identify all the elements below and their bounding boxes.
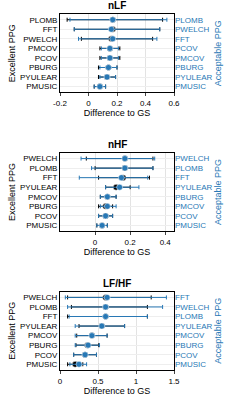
svg-text:PLOMB: PLOMB bbox=[175, 16, 203, 25]
svg-text:PWELCH: PWELCH bbox=[175, 25, 209, 34]
svg-text:Acceptable PPG: Acceptable PPG bbox=[213, 159, 223, 225]
svg-text:PCOV: PCOV bbox=[35, 54, 58, 63]
svg-text:PMUSIC: PMUSIC bbox=[175, 82, 206, 91]
svg-text:nLF: nLF bbox=[108, 0, 126, 11]
svg-text:PMUSIC: PMUSIC bbox=[175, 221, 206, 230]
svg-text:PCOV: PCOV bbox=[175, 44, 198, 53]
svg-text:PCOV: PCOV bbox=[175, 212, 198, 221]
svg-text:0.4: 0.4 bbox=[160, 238, 172, 247]
svg-text:Excellent PPG: Excellent PPG bbox=[7, 24, 17, 82]
svg-text:PYULEAR: PYULEAR bbox=[20, 73, 58, 82]
svg-text:PYULEAR: PYULEAR bbox=[175, 322, 213, 331]
svg-text:0.2: 0.2 bbox=[125, 238, 137, 247]
svg-text:-0.2: -0.2 bbox=[53, 99, 67, 108]
svg-text:PBURG: PBURG bbox=[29, 341, 57, 350]
svg-text:0.4: 0.4 bbox=[140, 99, 152, 108]
svg-text:PMCOV: PMCOV bbox=[28, 44, 58, 53]
svg-text:PBURG: PBURG bbox=[29, 63, 57, 72]
svg-text:PBURG: PBURG bbox=[29, 202, 57, 211]
svg-text:PCOV: PCOV bbox=[175, 351, 198, 360]
svg-text:1.5: 1.5 bbox=[168, 377, 180, 386]
svg-text:PLOMB: PLOMB bbox=[29, 16, 57, 25]
svg-text:PMCOV: PMCOV bbox=[175, 202, 205, 211]
svg-text:PWELCH: PWELCH bbox=[23, 35, 57, 44]
svg-text:nHF: nHF bbox=[108, 139, 127, 150]
svg-text:PBURG: PBURG bbox=[175, 193, 203, 202]
svg-text:PCOV: PCOV bbox=[35, 351, 58, 360]
svg-text:PMUSIC: PMUSIC bbox=[175, 360, 206, 369]
svg-text:Difference to GS: Difference to GS bbox=[84, 386, 150, 396]
svg-text:FFT: FFT bbox=[175, 293, 190, 302]
svg-text:Excellent PPG: Excellent PPG bbox=[7, 302, 17, 360]
svg-text:PLOMB: PLOMB bbox=[175, 312, 203, 321]
svg-text:PBURG: PBURG bbox=[175, 63, 203, 72]
svg-text:FFT: FFT bbox=[175, 173, 190, 182]
svg-text:Acceptable PPG: Acceptable PPG bbox=[213, 298, 223, 364]
svg-text:PMCOV: PMCOV bbox=[175, 54, 205, 63]
svg-text:LF/HF: LF/HF bbox=[103, 278, 131, 289]
svg-text:PLOMB: PLOMB bbox=[175, 164, 203, 173]
svg-text:Acceptable PPG: Acceptable PPG bbox=[213, 20, 223, 86]
svg-text:PMUSIC: PMUSIC bbox=[26, 221, 57, 230]
svg-text:PMUSIC: PMUSIC bbox=[26, 82, 57, 91]
svg-text:FFT: FFT bbox=[175, 35, 190, 44]
svg-text:1: 1 bbox=[134, 377, 139, 386]
svg-text:PLOMB: PLOMB bbox=[29, 303, 57, 312]
svg-text:PMCOV: PMCOV bbox=[28, 331, 58, 340]
svg-text:Difference to GS: Difference to GS bbox=[84, 108, 150, 118]
svg-text:0: 0 bbox=[93, 238, 98, 247]
svg-text:FFT: FFT bbox=[43, 173, 58, 182]
svg-text:PWELCH: PWELCH bbox=[23, 293, 57, 302]
svg-text:FFT: FFT bbox=[43, 312, 58, 321]
svg-text:0.6: 0.6 bbox=[168, 99, 180, 108]
svg-text:0.2: 0.2 bbox=[111, 99, 123, 108]
svg-text:PYULEAR: PYULEAR bbox=[175, 73, 213, 82]
svg-text:PLOMB: PLOMB bbox=[29, 164, 57, 173]
svg-text:PMUSIC: PMUSIC bbox=[26, 360, 57, 369]
svg-text:PWELCH: PWELCH bbox=[175, 303, 209, 312]
svg-text:Excellent PPG: Excellent PPG bbox=[7, 163, 17, 221]
svg-text:PYULEAR: PYULEAR bbox=[175, 183, 213, 192]
svg-text:PWELCH: PWELCH bbox=[23, 154, 57, 163]
svg-text:0: 0 bbox=[58, 377, 63, 386]
svg-text:PWELCH: PWELCH bbox=[175, 154, 209, 163]
svg-text:PMCOV: PMCOV bbox=[28, 193, 58, 202]
svg-text:PYULEAR: PYULEAR bbox=[20, 322, 58, 331]
svg-text:PYULEAR: PYULEAR bbox=[20, 183, 58, 192]
svg-text:PMCOV: PMCOV bbox=[175, 331, 205, 340]
svg-text:0.5: 0.5 bbox=[92, 377, 104, 386]
svg-text:FFT: FFT bbox=[43, 25, 58, 34]
svg-text:PCOV: PCOV bbox=[35, 212, 58, 221]
svg-text:Difference to GS: Difference to GS bbox=[84, 247, 150, 257]
svg-text:PBURG: PBURG bbox=[175, 341, 203, 350]
svg-text:0: 0 bbox=[86, 99, 91, 108]
